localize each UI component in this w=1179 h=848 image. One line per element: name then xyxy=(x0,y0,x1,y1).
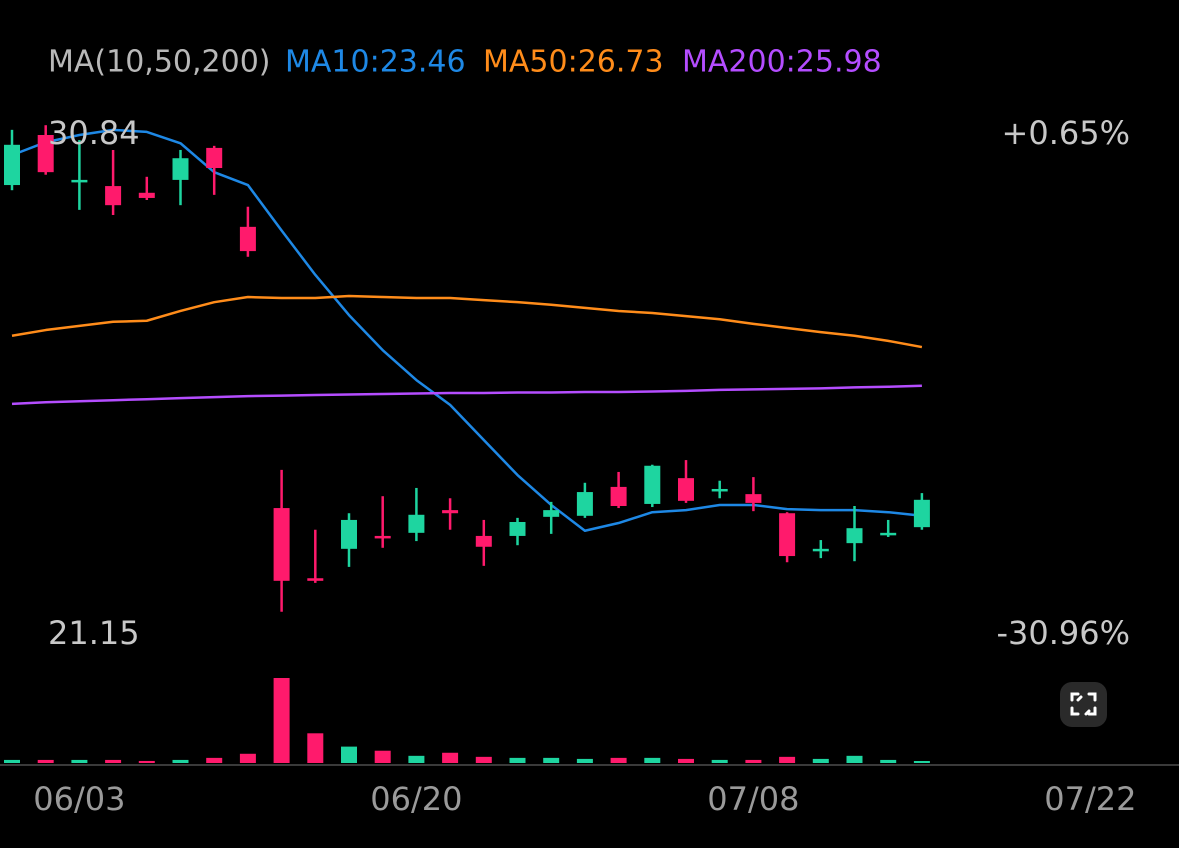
volume-bar xyxy=(37,759,54,763)
ma-line xyxy=(11,294,923,349)
volume-bar xyxy=(307,733,324,763)
volume-bar xyxy=(341,746,357,763)
volume-bar xyxy=(4,759,20,763)
volume-bar xyxy=(71,759,88,763)
x-tick-label: 07/22 xyxy=(1044,780,1136,818)
candle-body xyxy=(105,186,122,206)
x-tick-label: 06/03 xyxy=(33,780,125,818)
candle-body xyxy=(610,486,627,507)
volume-bar xyxy=(779,756,796,763)
candle-body xyxy=(913,499,930,528)
candle-body xyxy=(576,492,593,516)
candle-body xyxy=(644,465,661,504)
volume-bar xyxy=(172,759,189,763)
x-tick-label: 06/20 xyxy=(370,780,462,818)
candle-body xyxy=(442,510,459,514)
volume-bar xyxy=(138,760,155,763)
candle-body xyxy=(745,494,762,503)
volume-bar xyxy=(880,759,897,763)
y-tick-label: 30.84 xyxy=(48,114,140,152)
candle-body xyxy=(880,532,897,536)
volume-bar xyxy=(239,753,256,763)
volume-bar xyxy=(543,757,560,763)
ma-line xyxy=(11,384,922,406)
candle-body xyxy=(408,514,425,533)
candle-body xyxy=(307,578,324,581)
y2-tick-label: +0.65% xyxy=(1002,114,1130,152)
candle-body xyxy=(475,535,492,547)
candle-body xyxy=(239,226,256,252)
candle-body xyxy=(812,548,829,552)
candle-body xyxy=(37,135,54,173)
volume-bar xyxy=(105,759,122,763)
indicator-label: MA(10,50,200) xyxy=(48,45,271,80)
legend-entry: MA50:26.73 xyxy=(483,45,664,80)
candle-body xyxy=(273,508,290,581)
indicator-header: MA(10,50,200) MA10:23.46 MA50:26.73 MA200:… xyxy=(48,45,882,80)
volume-bar xyxy=(678,758,694,763)
candle-body xyxy=(172,158,189,180)
y2-tick-label: -30.96% xyxy=(996,614,1130,652)
volume-bar xyxy=(509,757,526,763)
expand-icon[interactable] xyxy=(1070,692,1097,716)
expand-button[interactable] xyxy=(1060,682,1107,727)
volume-bar xyxy=(374,750,391,763)
volume-bar xyxy=(206,757,223,763)
candle-body xyxy=(71,179,88,183)
expand-button-bg[interactable] xyxy=(1060,682,1107,727)
candle-body xyxy=(846,528,863,544)
candle-body xyxy=(4,144,20,186)
candle-body xyxy=(678,478,694,501)
volume-bar xyxy=(644,757,661,763)
ma-line xyxy=(11,128,923,533)
volume-bar xyxy=(610,757,627,763)
volume-bar xyxy=(846,755,863,763)
volume-bar xyxy=(475,756,492,763)
volume-bar xyxy=(408,755,425,763)
volume-bar xyxy=(273,678,290,763)
y-tick-label: 21.15 xyxy=(48,614,140,652)
volume-bar xyxy=(576,758,593,763)
legend-entry: MA10:23.46 xyxy=(285,45,466,80)
volume-bar xyxy=(711,759,728,763)
candle-body xyxy=(509,521,526,536)
legend-entry: MA200:25.98 xyxy=(682,45,882,80)
volume-bar xyxy=(812,758,829,763)
candle-body xyxy=(374,535,391,539)
volume-bar xyxy=(745,759,762,763)
candle-body xyxy=(779,513,796,557)
volume-bar xyxy=(913,761,930,763)
candle-body xyxy=(543,510,560,517)
candle-body xyxy=(711,488,728,492)
candle-body xyxy=(206,147,223,169)
candle-body xyxy=(341,519,357,549)
volume-bar xyxy=(442,752,459,763)
candle-body xyxy=(138,192,155,198)
x-tick-label: 07/08 xyxy=(707,780,799,818)
